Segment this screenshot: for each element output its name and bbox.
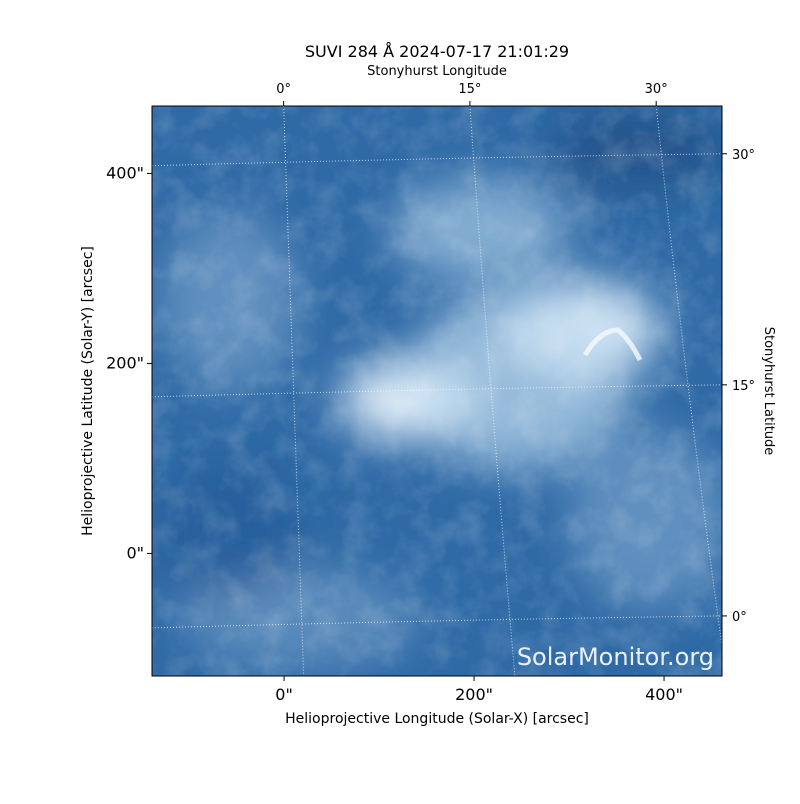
y-tick-label: 200" (106, 353, 144, 372)
x-tick-label: 0" (275, 685, 293, 704)
x2-tick-label: 15° (458, 82, 481, 97)
watermark: SolarMonitor.org (517, 643, 714, 671)
x-tick-label: 400" (645, 685, 683, 704)
grid-line (152, 615, 722, 629)
x-axis-label: Helioprojective Longitude (Solar-X) [arc… (285, 711, 589, 727)
x-tick-label: 200" (455, 685, 493, 704)
y-axis-label: Helioprojective Latitude (Solar-Y) [arcs… (80, 246, 96, 536)
x2-tick-label: 0° (276, 82, 291, 97)
y-tick-label: 0" (126, 543, 144, 562)
x2-tick-label: 30° (645, 82, 668, 97)
y2-tick-label: 30° (732, 148, 755, 163)
y2-tick-label: 0° (732, 610, 747, 625)
y2-axis-label: Stonyhurst Latitude (761, 327, 776, 456)
plot-frame (151, 105, 723, 677)
y2-tick-label: 15° (732, 379, 755, 394)
x2-axis-label: Stonyhurst Longitude (367, 64, 507, 79)
solar-image (152, 106, 722, 676)
chart-title: SUVI 284 Å 2024-07-17 21:01:29 (305, 42, 569, 61)
grid-line (283, 106, 305, 676)
grid-line (469, 106, 516, 676)
y-tick-label: 400" (106, 163, 144, 182)
grid-line (152, 153, 722, 167)
grid-line (152, 384, 722, 398)
